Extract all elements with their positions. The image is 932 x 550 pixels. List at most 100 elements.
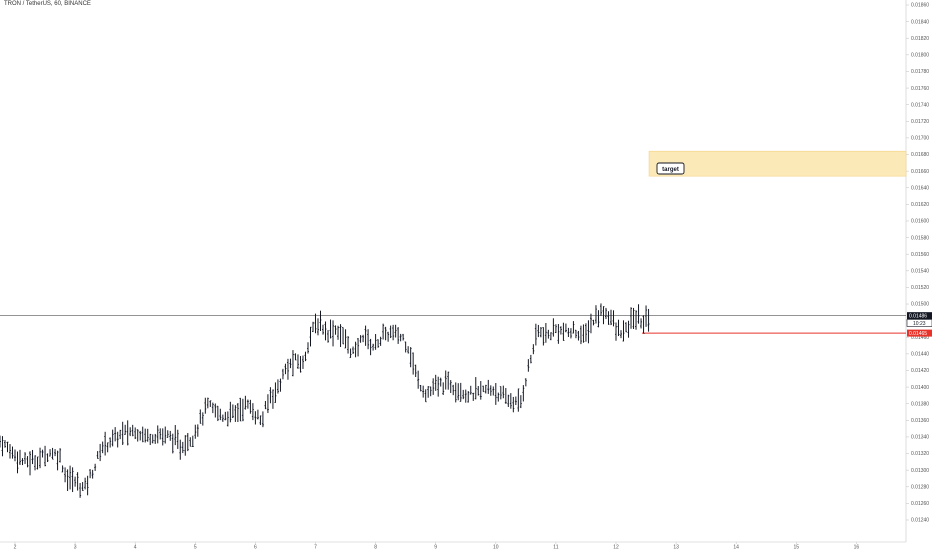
- ohlc-bar: [324, 321, 327, 341]
- ohlc-bar: [620, 330, 623, 339]
- ohlc-bar: [166, 430, 169, 438]
- ohlc-bar: [236, 403, 239, 422]
- ohlc-bar: [539, 327, 542, 338]
- ohlc-bar: [492, 386, 495, 396]
- ohlc-bar: [444, 370, 447, 390]
- ohlc-bar: [164, 426, 167, 444]
- ohlc-bar: [452, 384, 455, 396]
- ohlc-bar: [196, 424, 199, 437]
- ohlc-bar: [527, 359, 530, 372]
- ohlc-bar: [429, 386, 432, 397]
- price-tick-label: 0.01260: [911, 501, 929, 507]
- ohlc-bar: [582, 324, 585, 343]
- ohlc-bar: [136, 429, 139, 442]
- ohlc-bar: [161, 428, 164, 446]
- ohlc-bar: [159, 428, 162, 440]
- ohlc-bar: [191, 435, 194, 447]
- ohlc-bar: [14, 449, 16, 462]
- ohlc-bar: [414, 364, 417, 377]
- ohlc-bar: [554, 324, 557, 334]
- ohlc-bar: [434, 374, 437, 391]
- ohlc-bar: [457, 383, 460, 401]
- ohlc-bar: [615, 322, 617, 341]
- ohlc-bar: [602, 306, 605, 325]
- ohlc-bar: [562, 322, 565, 341]
- ohlc-bar: [49, 449, 52, 457]
- ohlc-bar: [399, 333, 402, 342]
- ohlc-bar: [519, 395, 522, 409]
- price-axis[interactable]: 0.01240 0.01260 0.01280 0.01300 0.01320 0.013…: [906, 3, 929, 524]
- ohlc-bar: [334, 325, 337, 335]
- ohlc-bar: [86, 475, 89, 496]
- ohlc-bar: [121, 421, 124, 445]
- target-zone[interactable]: target: [648, 150, 907, 177]
- ohlc-bar: [171, 433, 174, 454]
- ohlc-bar: [189, 437, 192, 447]
- time-tick-label: 11: [553, 545, 558, 550]
- time-tick-label: 3: [74, 545, 77, 550]
- ohlc-bar: [627, 320, 630, 338]
- ohlc-bar: [344, 329, 347, 349]
- ohlc-bar: [559, 326, 562, 335]
- ohlc-bar: [569, 328, 572, 339]
- ohlc-bar: [149, 433, 152, 446]
- ohlc-bar: [372, 343, 375, 351]
- ohlc-bar: [231, 404, 234, 419]
- ohlc-bar: [104, 431, 107, 456]
- ohlc-bar: [467, 391, 470, 403]
- ohlc-bar: [487, 379, 490, 394]
- ohlc-bar: [594, 305, 597, 324]
- ohlc-bar: [317, 318, 320, 336]
- ohlc-bar: [274, 382, 277, 403]
- ohlc-bar: [592, 319, 595, 326]
- ohlc-bar: [625, 322, 628, 333]
- ohlc-bar: [144, 428, 147, 443]
- ohlc-bar: [71, 467, 74, 493]
- ohlc-bar: [342, 327, 345, 345]
- time-axis[interactable]: 2 3 4 5 6 7 8 9 10 11 12 13 14 15 16: [14, 542, 860, 550]
- ohlc-bar: [304, 351, 307, 362]
- ohlc-bar: [379, 336, 382, 346]
- ohlc-bar: [567, 327, 570, 337]
- ohlc-bar: [547, 329, 550, 339]
- ohlc-bar: [201, 412, 204, 426]
- ohlc-bar: [574, 329, 577, 339]
- ohlc-bar: [489, 385, 492, 396]
- price-tick-label: 0.01700: [911, 136, 929, 142]
- target-zone-rect[interactable]: [648, 150, 907, 177]
- ohlc-bar: [64, 467, 67, 483]
- ohlc-bar: [319, 310, 322, 332]
- ohlc-bar: [632, 307, 635, 330]
- time-tick-label: 2: [14, 545, 17, 550]
- ohlc-bar: [474, 377, 477, 400]
- ohlc-bar: [537, 324, 540, 338]
- ohlc-bar: [424, 389, 427, 403]
- ohlc-bar: [126, 420, 129, 446]
- ohlc-bar: [221, 414, 224, 422]
- ohlc-bar: [296, 354, 299, 369]
- ohlc-bar: [609, 309, 612, 326]
- ohlc-bar: [454, 382, 457, 403]
- ohlc-bar: [116, 431, 119, 448]
- ohlc-bar: [6, 441, 9, 453]
- price-tick-label: 0.01540: [911, 269, 929, 275]
- ohlc-bar: [507, 394, 510, 407]
- price-tick-label: 0.01660: [911, 169, 929, 175]
- ohlc-bar: [404, 341, 407, 353]
- price-tick-label: 0.01240: [911, 518, 929, 524]
- ohlc-bar: [0, 435, 1, 448]
- ohlc-bar: [214, 403, 217, 418]
- ohlc-bar: [176, 429, 179, 449]
- ohlc-bar: [219, 408, 222, 421]
- ohlc-bar: [281, 368, 284, 380]
- ohlc-bar: [469, 385, 472, 395]
- ohlc-bar: [339, 324, 342, 348]
- ohlc-bar: [3, 440, 6, 448]
- ohlc-bar: [299, 356, 302, 373]
- ohlc-bar: [617, 319, 620, 337]
- ohlc-bar: [647, 308, 650, 332]
- ohlc-bar: [56, 450, 59, 471]
- price-tick-label: 0.01860: [911, 3, 929, 9]
- ohlc-bar: [552, 318, 555, 337]
